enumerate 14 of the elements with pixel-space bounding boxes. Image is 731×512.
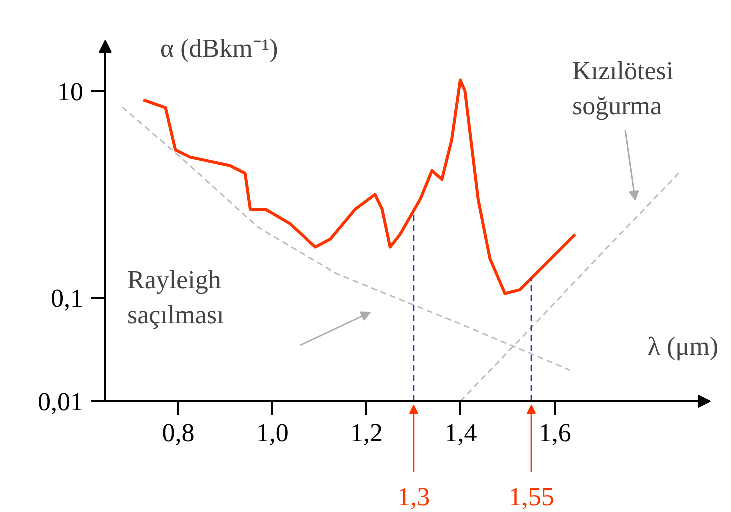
ref-line-label: 1,55 bbox=[508, 482, 554, 512]
x-tick-label: 1,4 bbox=[444, 418, 478, 448]
x-axis-title: λ (μm) bbox=[648, 332, 719, 361]
y-axis-title: α (dBkm⁻¹) bbox=[160, 34, 278, 63]
x-tick-label: 1,0 bbox=[256, 418, 289, 448]
x-tick-label: 1,6 bbox=[538, 418, 572, 448]
y-tick-label: 0,1 bbox=[51, 284, 84, 314]
y-tick-label: 10 bbox=[58, 77, 84, 106]
annotation: Rayleigh saçılması bbox=[128, 266, 224, 330]
x-tick-label: 0,8 bbox=[162, 418, 195, 448]
ref-line-label: 1,3 bbox=[398, 482, 430, 512]
y-tick-label: 0,01 bbox=[38, 388, 84, 416]
x-tick-label: 1,2 bbox=[350, 418, 384, 448]
annotation: Kızılötesi soğurma bbox=[572, 56, 674, 120]
